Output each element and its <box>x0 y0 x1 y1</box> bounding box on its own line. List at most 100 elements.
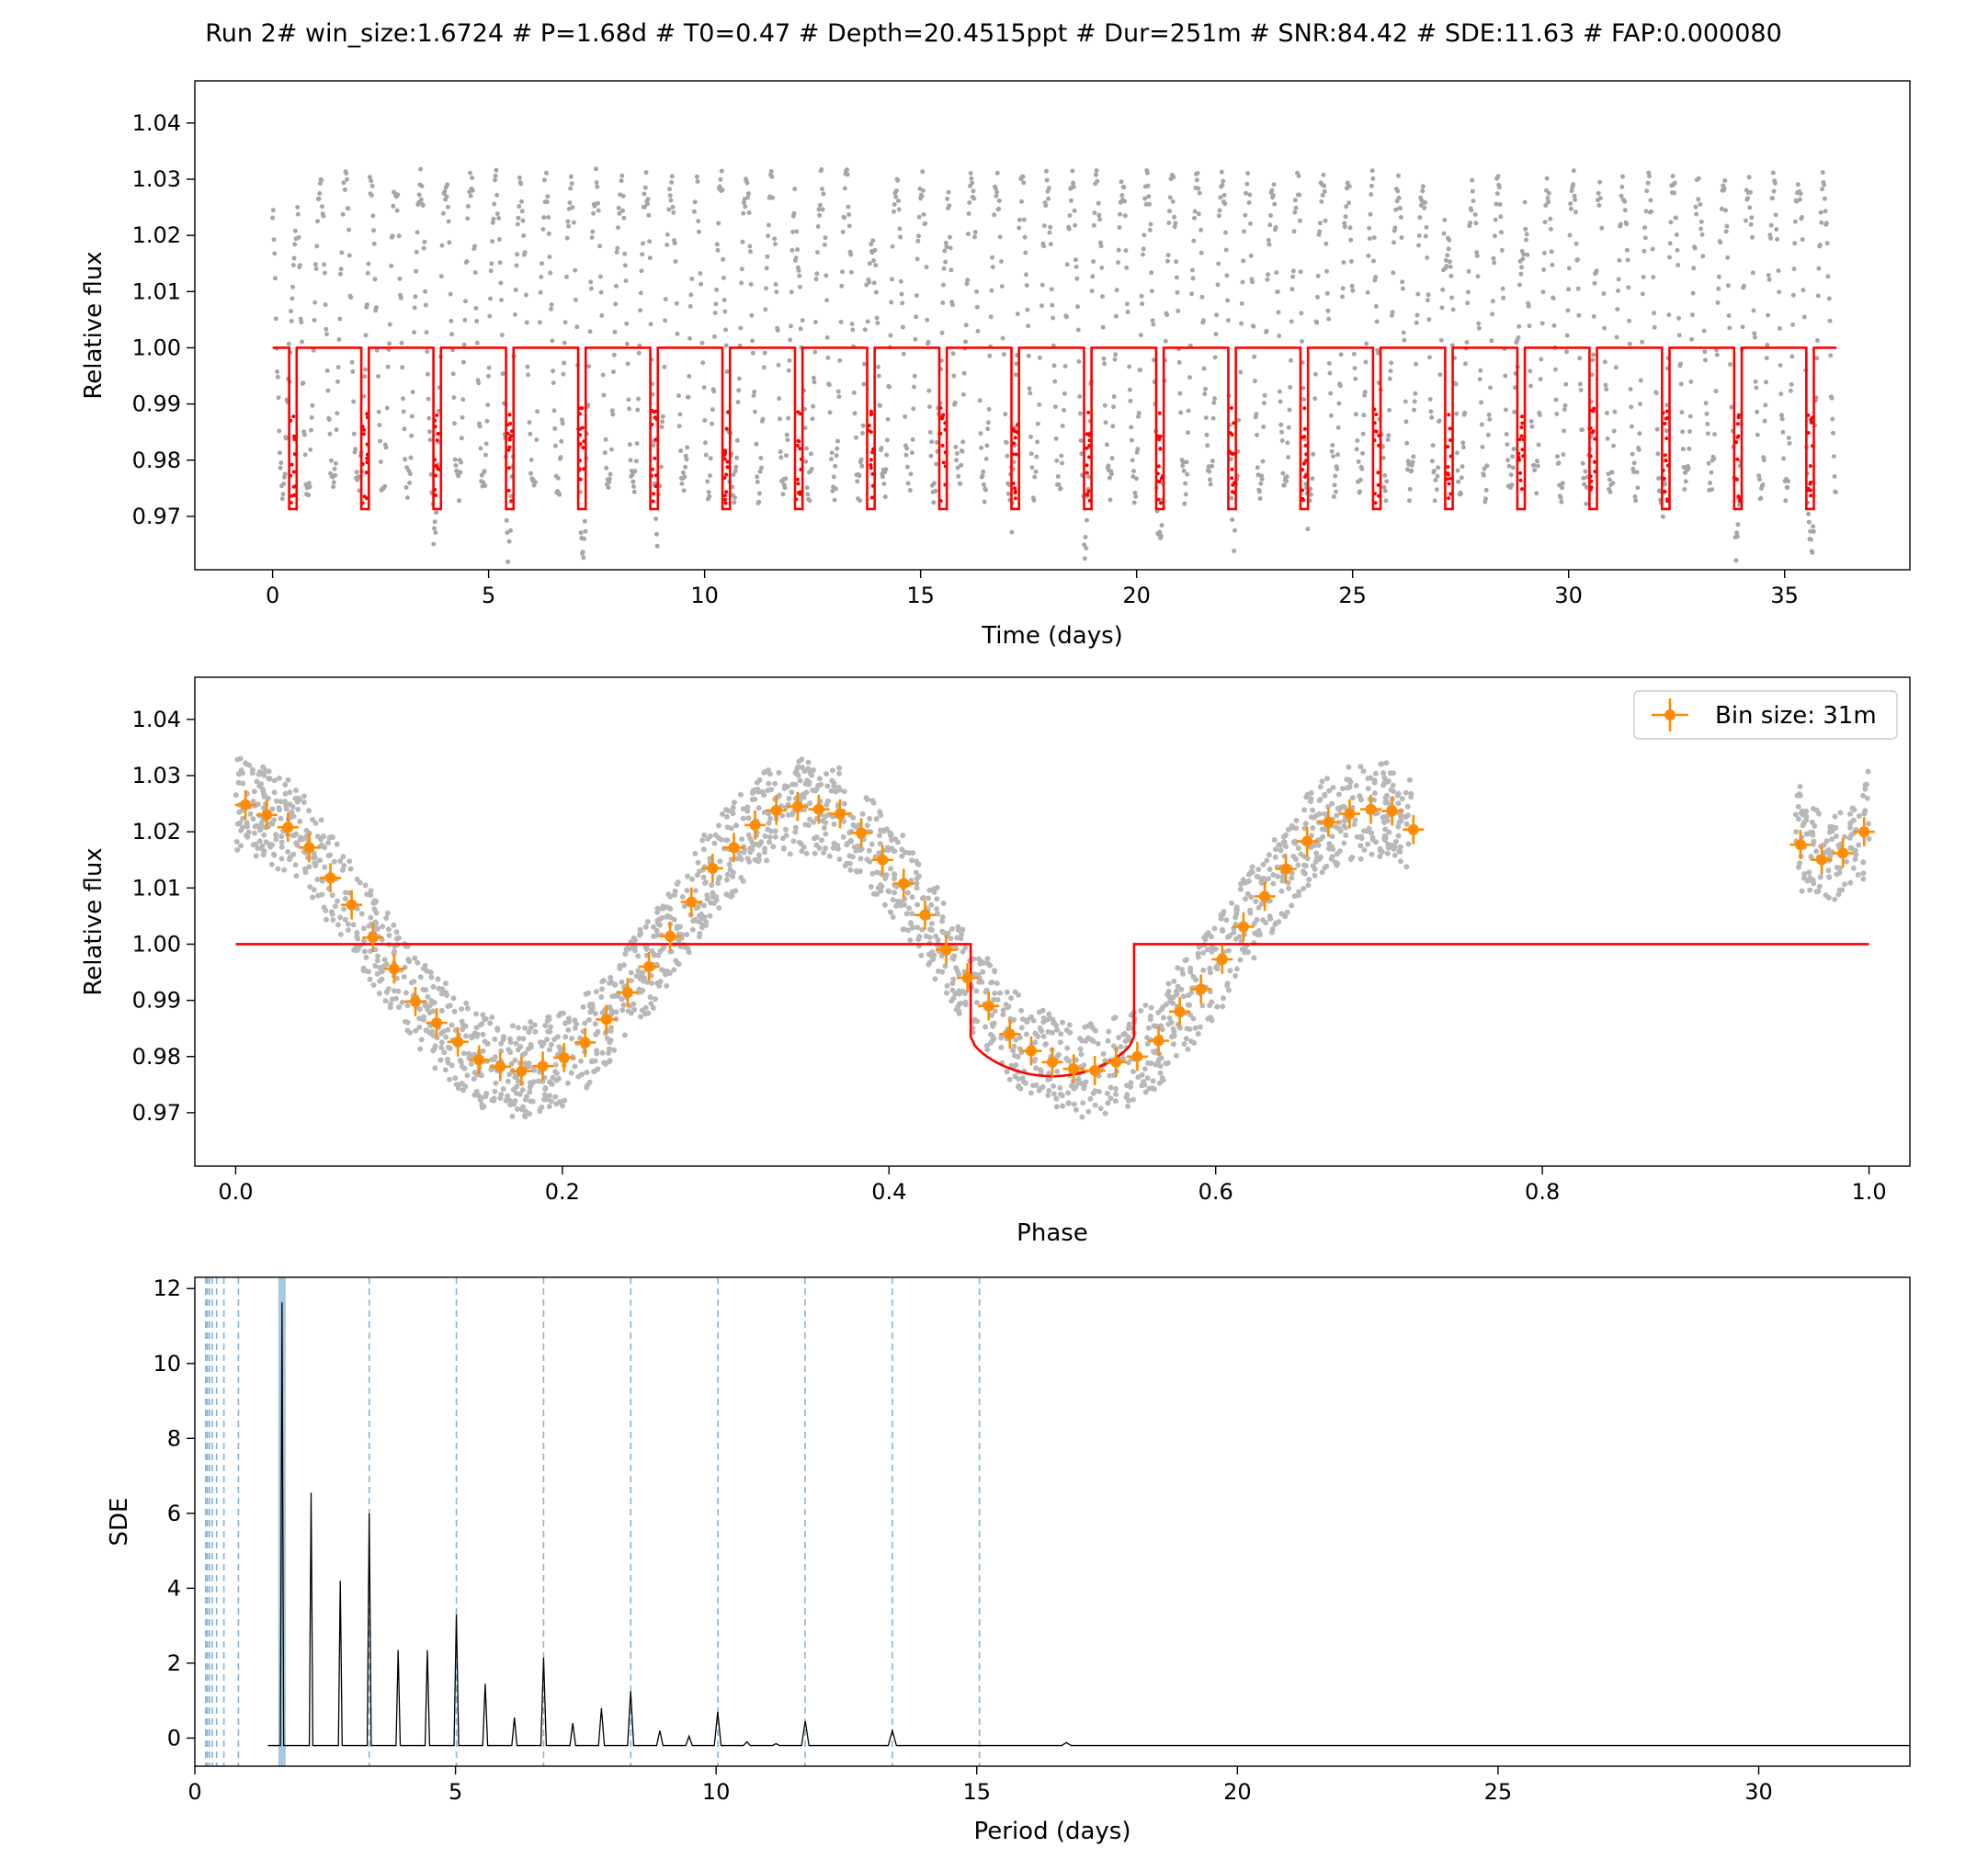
periodogram-y-label: SDE <box>106 1498 133 1547</box>
x-tick-label: 10 <box>702 1779 731 1805</box>
binned-point <box>957 963 979 993</box>
binned-point <box>829 799 851 829</box>
x-tick-label: 0.4 <box>871 1179 906 1205</box>
x-tick-label: 0.6 <box>1198 1179 1233 1205</box>
y-tick-label: 0.97 <box>132 504 181 529</box>
binned-point <box>1041 1047 1063 1077</box>
legend-label: Bin size: 31m <box>1715 702 1877 730</box>
periodogram-panel: 0 5 10 15 20 25 30 0 2 4 6 8 10 12 Period (days) SDE <box>106 1275 1911 1845</box>
y-tick-label: 4 <box>167 1575 181 1601</box>
x-tick-label: 25 <box>1338 583 1367 608</box>
binned-point <box>1832 838 1854 868</box>
x-tick-label: 20 <box>1223 1779 1252 1805</box>
transit-model-line <box>272 346 1837 511</box>
binned-point <box>1084 1056 1106 1085</box>
binned-point <box>447 1026 469 1057</box>
binned-point <box>680 887 702 917</box>
binned-point <box>234 789 256 820</box>
x-tick-label: 20 <box>1122 583 1151 608</box>
binned-point <box>1190 974 1212 1004</box>
binned-point <box>277 812 299 843</box>
y-tick-label: 0 <box>167 1725 181 1751</box>
binned-point <box>1020 1036 1042 1066</box>
binned-point <box>1254 881 1276 912</box>
x-tick-label: 10 <box>690 583 719 608</box>
binned-point <box>638 952 660 981</box>
binned-point <box>999 1019 1021 1049</box>
binned-point <box>722 833 745 863</box>
y-tick-label: 1.00 <box>132 931 181 957</box>
binned-point <box>1126 1041 1148 1071</box>
legend-marker <box>1652 698 1688 731</box>
y-tick-label: 6 <box>167 1501 181 1526</box>
x-tick-label: 5 <box>482 583 495 608</box>
binned-point <box>341 890 363 920</box>
light-curve-y-ticks: 0.97 0.98 0.99 1.00 1.01 1.02 1.03 1.04 <box>132 110 195 529</box>
binned-point <box>892 868 914 899</box>
y-tick-label: 0.97 <box>132 1100 181 1126</box>
binned-point <box>1275 854 1297 884</box>
binned-point <box>787 791 809 822</box>
binned-point <box>1811 844 1833 875</box>
periodogram-axes-frame <box>194 1276 1911 1767</box>
binned-point <box>659 922 681 951</box>
binned-point <box>808 794 830 824</box>
binned-point <box>1338 799 1360 829</box>
binned-point <box>1105 1047 1127 1077</box>
binned-point <box>596 1004 618 1035</box>
legend-box <box>1633 690 1898 740</box>
x-tick-label: 25 <box>1484 1779 1513 1805</box>
y-tick-label: 0.98 <box>132 448 181 473</box>
y-tick-label: 1.02 <box>132 222 181 248</box>
x-tick-label: 0 <box>187 1779 201 1805</box>
periodogram-line <box>267 1302 1910 1747</box>
x-tick-label: 1.0 <box>1851 1179 1886 1205</box>
binned-point <box>1211 945 1233 974</box>
y-tick-label: 0.99 <box>132 391 181 417</box>
phase-y-label: Relative flux <box>80 847 108 995</box>
y-tick-label: 1.03 <box>132 763 181 788</box>
periodogram-x-label: Period (days) <box>974 1818 1131 1845</box>
x-tick-label: 0 <box>266 583 279 608</box>
binned-point <box>553 1043 575 1072</box>
binned-point <box>1403 814 1425 844</box>
x-tick-label: 15 <box>962 1779 991 1805</box>
binned-point <box>298 833 320 863</box>
y-tick-label: 0.98 <box>132 1044 181 1070</box>
phase-x-label: Phase <box>1017 1219 1088 1247</box>
y-tick-label: 1.02 <box>132 819 181 844</box>
binned-point <box>1147 1026 1170 1056</box>
phase-axes-frame <box>194 676 1911 1167</box>
binned-point <box>362 923 384 953</box>
phase-x-ticks: 0.0 0.2 0.4 0.6 0.8 1.0 <box>218 1166 1887 1205</box>
in-transit-points <box>289 406 1815 505</box>
y-tick-label: 2 <box>167 1650 181 1676</box>
binned-point <box>701 854 723 883</box>
binned-point <box>1853 817 1875 847</box>
binned-point <box>1789 830 1812 860</box>
binned-point <box>766 796 788 825</box>
light-curve-axes-frame <box>194 80 1911 571</box>
binned-point <box>489 1051 511 1082</box>
binned-point <box>383 954 405 984</box>
x-tick-label: 30 <box>1744 1779 1773 1805</box>
light-curve-panel: 0 5 10 15 20 25 30 35 0.97 0.98 0.99 1.00 1.01 1.02 1… <box>80 80 1911 650</box>
y-tick-label: 1.00 <box>132 334 181 360</box>
binned-point <box>871 844 893 875</box>
binned-point <box>914 900 936 930</box>
binned-point <box>531 1051 554 1082</box>
binned-point <box>1359 794 1382 824</box>
light-curve-x-ticks: 0 5 10 15 20 25 30 35 <box>266 570 1799 608</box>
light-curve-x-label: Time (days) <box>981 622 1123 650</box>
binned-point <box>468 1045 490 1075</box>
y-tick-label: 12 <box>153 1275 181 1301</box>
binned-point <box>256 799 278 830</box>
binned-point <box>617 978 639 1007</box>
phase-folded-panel: 0.0 0.2 0.4 0.6 0.8 1.0 0.97 0.98 0.99 1.00 1.01 1… <box>80 676 1911 1247</box>
y-tick-label: 1.04 <box>132 110 181 136</box>
best-period-marker <box>278 1277 286 1766</box>
y-tick-label: 0.99 <box>132 988 181 1014</box>
y-tick-label: 1.01 <box>132 278 181 304</box>
y-tick-label: 10 <box>153 1351 181 1377</box>
